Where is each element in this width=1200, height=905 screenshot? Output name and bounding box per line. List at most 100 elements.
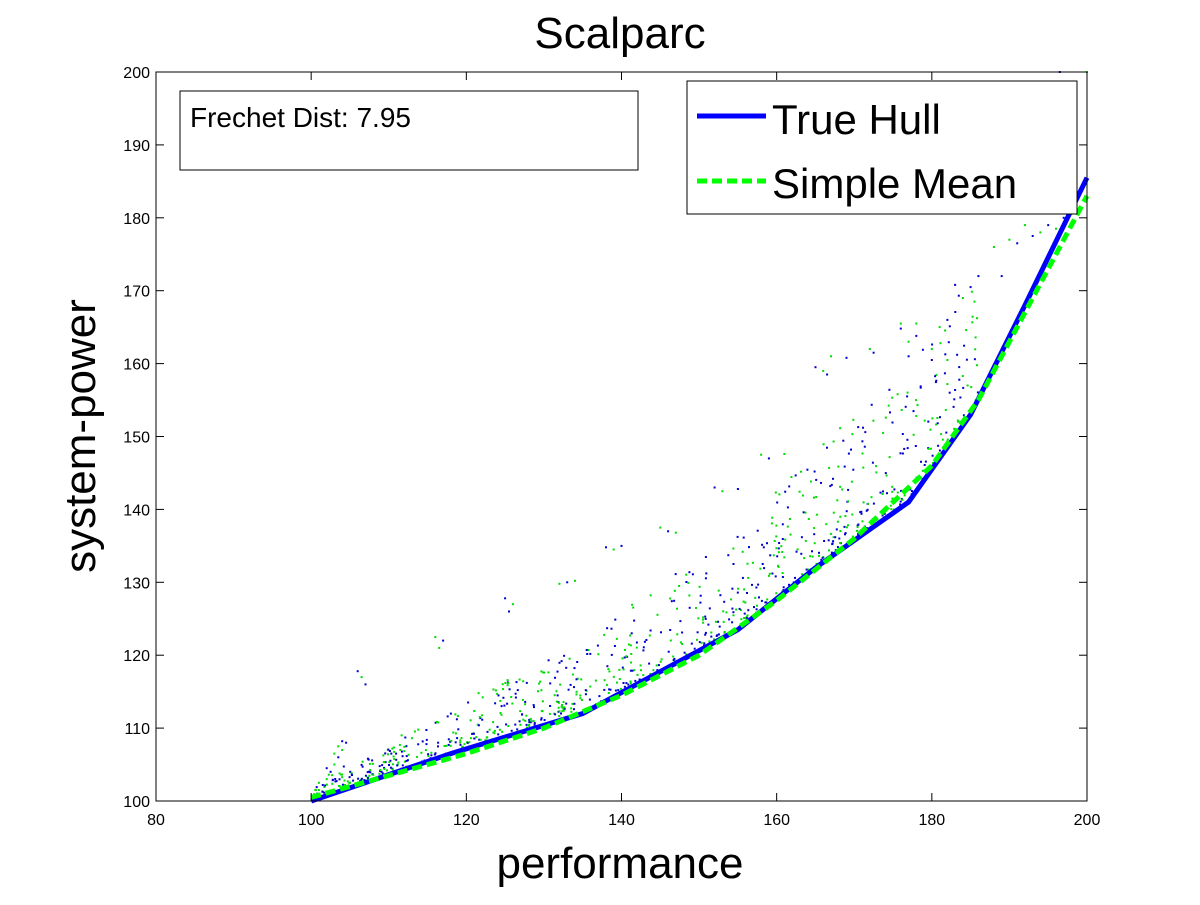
scatter-point [830,483,833,486]
scatter-point [839,515,842,518]
scatter-point [760,599,763,602]
scatter-point [741,550,744,553]
scatter-point [835,528,838,531]
scatter-point [870,496,873,499]
scatter-point [763,567,766,570]
scatter-point [804,511,807,514]
scatter-point [958,378,961,381]
scatter-point [608,670,611,673]
scatter-point [627,683,630,686]
scatter-point [992,246,995,248]
scatter-point [506,684,509,687]
scatter-point [775,535,778,538]
scatter-point [437,741,440,744]
scatter-point [906,391,909,394]
scatter-point [872,502,875,505]
scatter-point [630,653,633,655]
scatter-point [850,480,853,483]
scatter-point [575,693,578,696]
scatter-point [532,704,535,707]
scatter-point [743,612,746,615]
scatter-point [860,512,863,515]
scatter-point [649,629,652,632]
scatter-point [773,540,776,542]
scatter-point [781,538,784,540]
scatter-point [717,589,720,592]
scatter-point [704,633,707,636]
scatter-point [777,564,779,567]
scatter-point [735,608,738,611]
scatter-point [930,348,933,350]
scatter-point [882,431,885,434]
scatter-point [634,679,637,682]
scatter-point [504,682,507,684]
scatter-point [469,719,472,722]
scatter-point [616,681,618,684]
scatter-point [633,619,636,622]
scatter-point [589,652,592,655]
legend: True Hull Simple Mean [686,80,1078,215]
scatter-point [862,501,865,504]
scatter-point [519,710,522,713]
scatter-point [956,419,959,422]
scatter-point [508,610,510,613]
scatter-point [899,500,902,503]
scatter-point [478,716,481,719]
scatter-point [852,418,855,421]
scatter-point [645,639,648,641]
scatter-point [522,718,525,721]
scatter-point [436,720,438,723]
scatter-point [820,481,822,484]
scatter-point [891,421,894,424]
scatter-point [794,474,797,477]
scatter-point [594,679,597,682]
scatter-point [1023,224,1026,227]
scatter-point [481,718,484,721]
scatter-point [830,532,833,535]
scatter-point [707,623,710,626]
scatter-point [811,550,813,553]
scatter-point [621,666,624,669]
scatter-point [710,631,713,634]
scatter-point [761,563,764,565]
scatter-point [801,573,804,576]
scatter-point [740,618,743,621]
scatter-point [533,723,536,726]
scatter-point [325,783,328,786]
scatter-point [806,468,809,471]
scatter-point [360,777,363,780]
scatter-point [610,627,613,630]
scatter-point [762,546,765,549]
scatter-point [540,717,543,720]
scatter-point [476,723,479,726]
scatter-point [539,680,542,683]
scatter-point [857,533,860,536]
scatter-point [639,664,642,667]
scatter-point [931,417,934,420]
scatter-point [944,353,947,356]
scatter-point [965,358,968,361]
scatter-point [875,471,878,474]
scatter-point [962,386,965,389]
scatter-point [558,710,561,713]
scatter-point [369,771,372,774]
scatter-point [826,373,829,376]
scatter-point [760,453,763,456]
scatter-point [614,689,617,692]
scatter-point [514,696,517,699]
scatter-point [477,724,480,727]
scatter-point [323,791,326,794]
scatter-point [437,721,440,724]
scatter-point [921,348,924,351]
scatter-point [681,643,684,645]
scatter-point [620,544,623,547]
x-tick-label: 200 [1074,812,1101,829]
scatter-point [560,660,563,663]
scatter-point [1000,275,1003,278]
scatter-point [747,576,750,579]
scatter-point [774,491,777,494]
scatter-point [719,594,722,597]
scatter-point [619,687,622,690]
